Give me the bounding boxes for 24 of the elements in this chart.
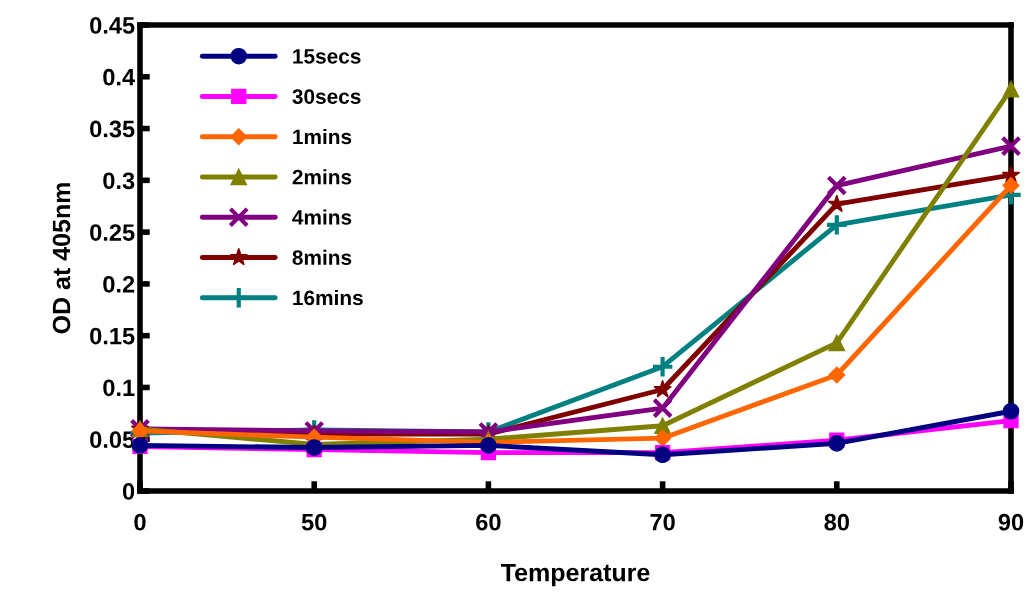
y-tick-label: 0.35 [90, 120, 135, 138]
y-tick-label: 0.25 [90, 224, 135, 241]
x-tick-label: 70 [650, 513, 675, 531]
x-tick-label: 0 [134, 513, 146, 531]
legend-label: 8mins [292, 249, 352, 265]
legend-label: 30secs [292, 89, 361, 104]
legend-label: 15secs [293, 49, 361, 64]
y-tick-label: 0.2 [103, 275, 135, 293]
y-axis-title: OD at 405nm [52, 183, 71, 334]
x-tick-label: 90 [998, 513, 1024, 531]
y-tick-label: 0.45 [90, 17, 135, 34]
legend-label: 16mins [293, 289, 363, 306]
y-tick-label: 0.1 [103, 379, 135, 397]
legend-label: 4mins [292, 209, 352, 225]
y-tick-label: 0.15 [90, 327, 135, 345]
x-axis-title: Temperature [500, 563, 650, 587]
x-tick-label: 50 [301, 513, 327, 531]
y-tick-label: 0.4 [103, 68, 136, 86]
legend-label: 1mins [293, 128, 352, 145]
y-tick-label: 0.3 [103, 172, 135, 190]
y-tick-label: 0 [122, 483, 135, 500]
legend-label: 2mins [292, 169, 352, 185]
x-tick-label: 80 [824, 513, 849, 531]
x-tick-label: 60 [476, 513, 501, 531]
